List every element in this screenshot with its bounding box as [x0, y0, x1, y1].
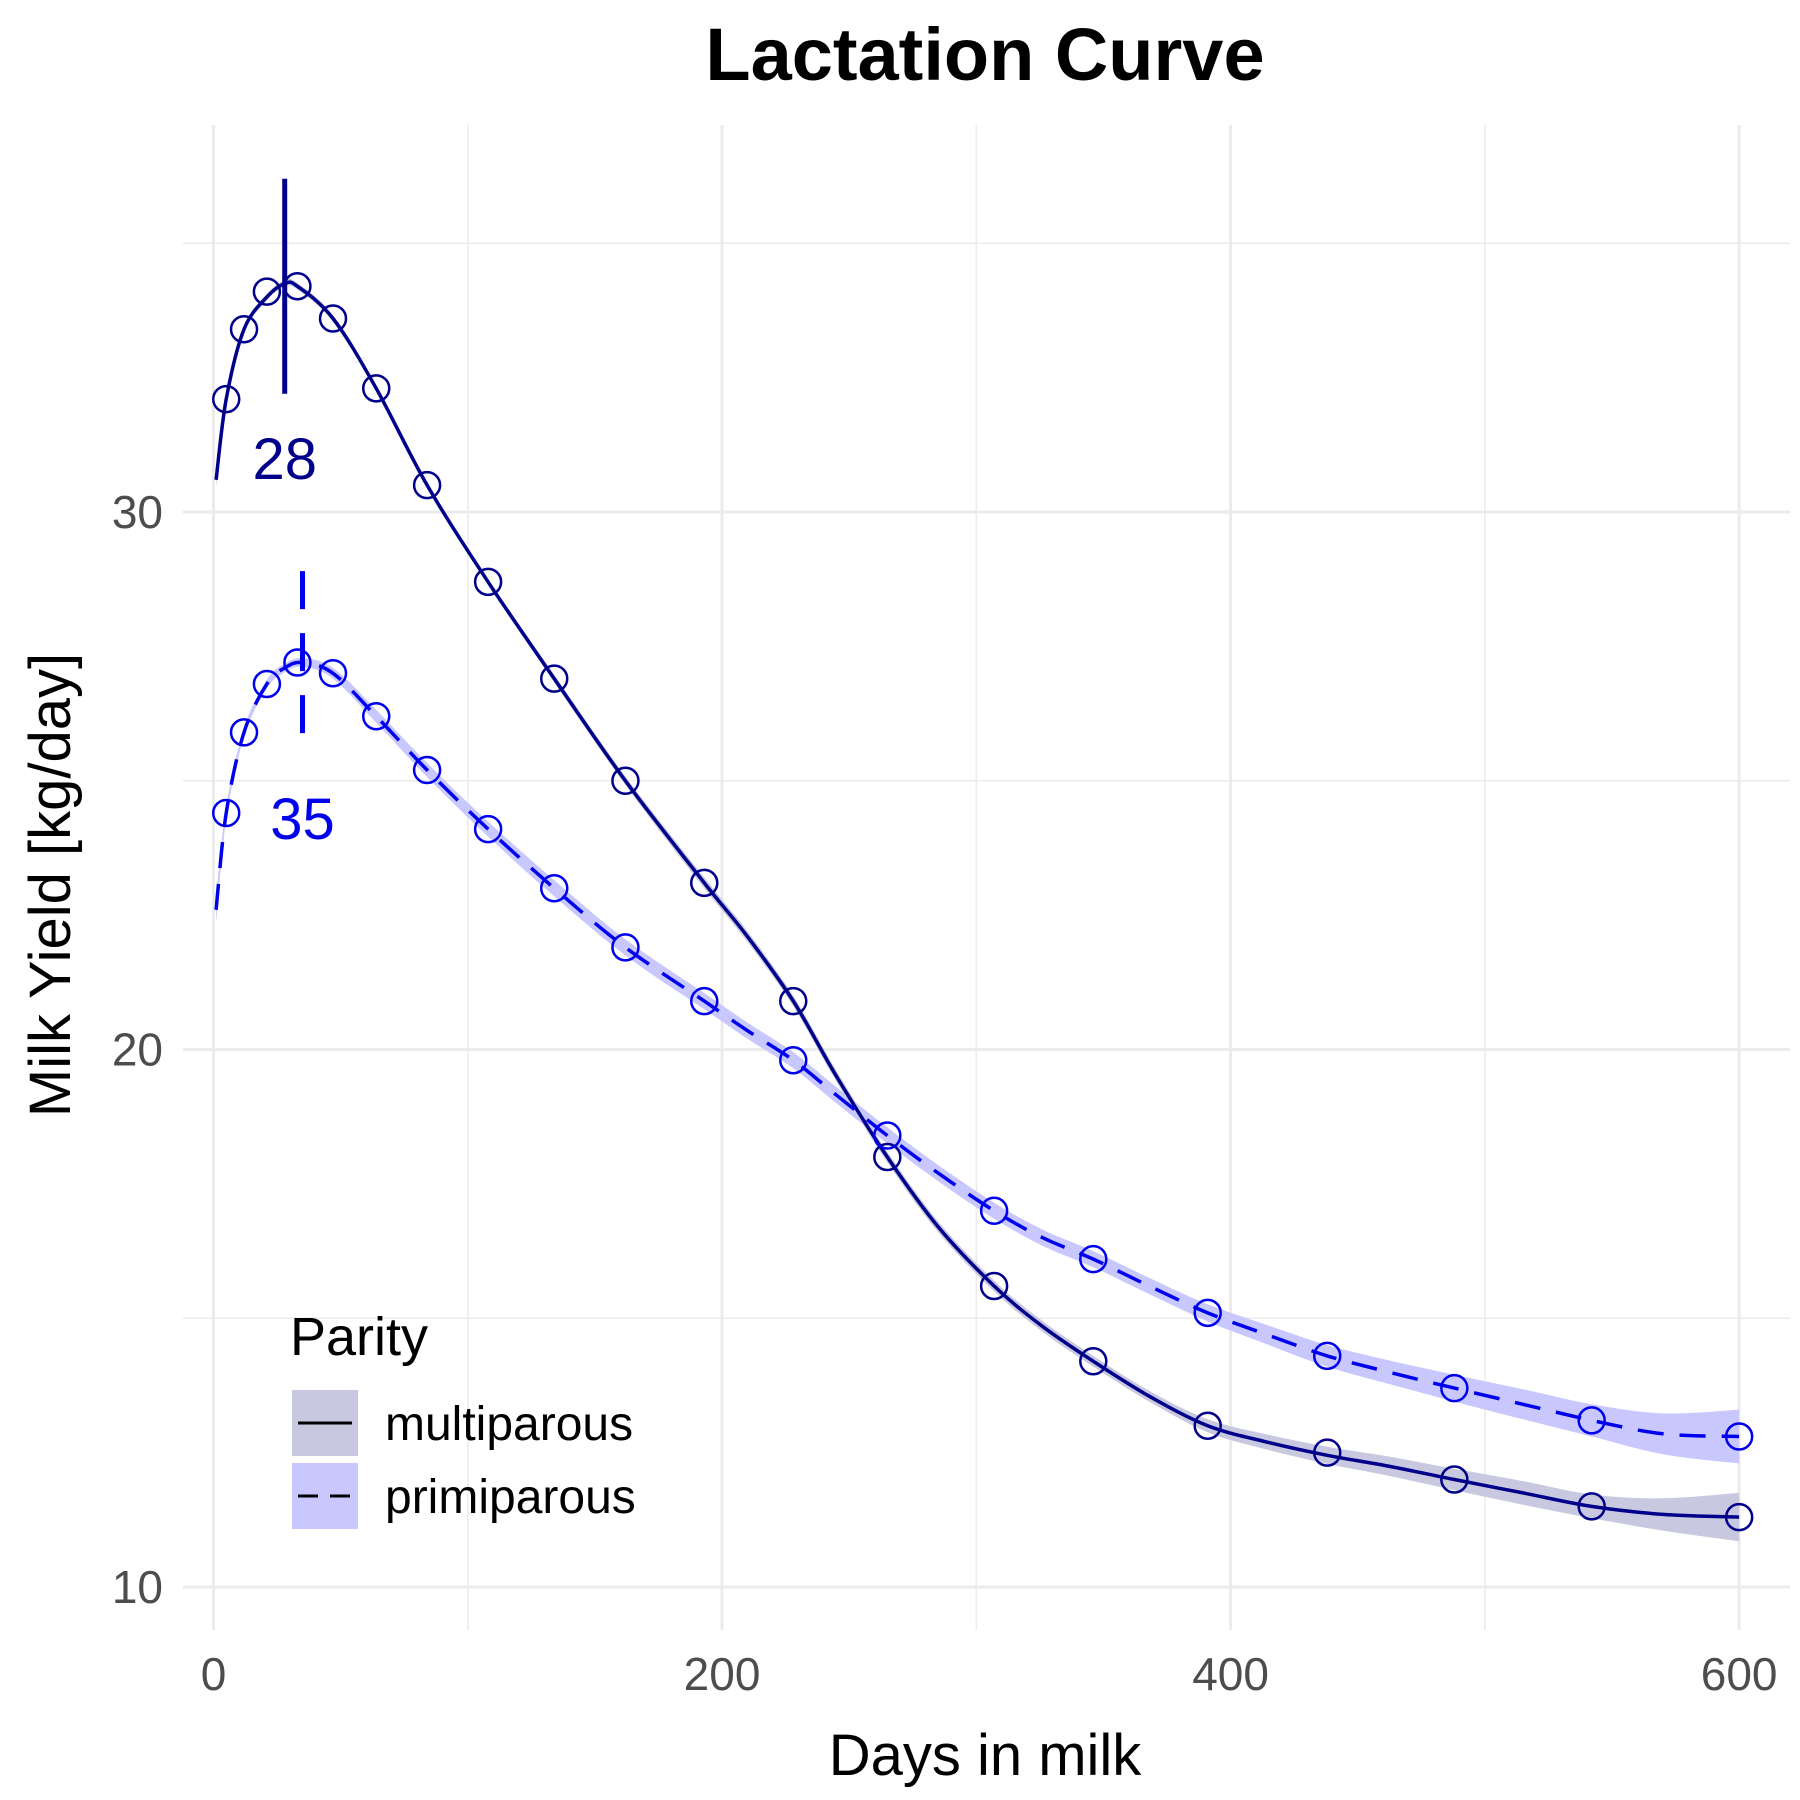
primiparous-data-point	[1440, 1373, 1469, 1403]
multiparous-data-point	[1440, 1465, 1469, 1494]
grid	[183, 125, 1790, 1630]
multiparous-data-point	[979, 1271, 1009, 1301]
multiparous-data-point	[611, 766, 640, 795]
y-tick-label: 10	[112, 1561, 163, 1613]
multiparous-confidence-band	[216, 278, 1740, 1542]
x-tick-label: 400	[1192, 1648, 1269, 1700]
primiparous-data-point	[211, 798, 241, 828]
multiparous-data-point	[252, 277, 282, 306]
primiparous-data-point	[779, 1046, 808, 1075]
chart-title: Lactation Curve	[705, 13, 1264, 96]
multiparous-data-point	[361, 374, 391, 403]
multiparous-data-point	[779, 986, 808, 1016]
confidence-bands	[216, 278, 1740, 1542]
primiparous-data-point	[361, 702, 391, 731]
primiparous-data-point	[252, 669, 282, 699]
multiparous-data-point	[1724, 1502, 1754, 1532]
y-tick-label: 20	[112, 1024, 163, 1076]
x-tick-label: 600	[1701, 1648, 1778, 1700]
primiparous-data-point	[873, 1121, 902, 1150]
primiparous-data-point	[1079, 1244, 1108, 1274]
primiparous-data-point	[611, 933, 640, 962]
primiparous-data-point	[1193, 1298, 1222, 1328]
multiparous-data-point	[229, 315, 259, 344]
primiparous-peak-label: 35	[270, 787, 335, 852]
primiparous-data-point	[229, 718, 259, 747]
multiparous-data-point	[539, 664, 569, 693]
multiparous-fitted-line	[214, 280, 1740, 1519]
multiparous-data-point	[211, 384, 241, 414]
primiparous-data-point	[1724, 1422, 1754, 1451]
primiparous-data-point	[1312, 1341, 1342, 1371]
data-points	[211, 272, 1754, 1532]
multiparous-data-point	[1577, 1492, 1606, 1521]
primiparous-data-point	[283, 648, 312, 677]
multiparous-peak-label: 28	[252, 427, 317, 492]
x-tick-label: 200	[684, 1648, 761, 1700]
primiparous-data-point	[690, 986, 719, 1016]
y-axis-title: Milk Yield [kg/day]	[18, 653, 83, 1117]
primiparous-data-point	[1577, 1406, 1606, 1435]
fitted-lines	[214, 280, 1740, 1519]
primiparous-data-point	[412, 755, 442, 785]
x-tick-label: 0	[201, 1648, 227, 1700]
legend-title: Parity	[290, 1307, 428, 1367]
primiparous-data-point	[318, 659, 348, 688]
multiparous-data-point	[473, 567, 503, 597]
primiparous-data-point	[539, 874, 569, 903]
multiparous-data-point	[412, 470, 442, 500]
multiparous-data-point	[318, 304, 348, 333]
primiparous-legend-label: primiparous	[385, 1471, 636, 1524]
multiparous-data-point	[1193, 1411, 1222, 1440]
multiparous-data-point	[1312, 1438, 1342, 1467]
y-tick-label: 30	[112, 486, 163, 538]
primiparous-data-point	[473, 814, 503, 844]
x-axis-title: Days in milk	[829, 1723, 1143, 1788]
multiparous-data-point	[1079, 1347, 1108, 1376]
primiparous-data-point	[979, 1196, 1009, 1225]
axis-ticks: 0 200 400 600 10 20 30	[112, 486, 1778, 1700]
multiparous-legend-label: multiparous	[385, 1398, 633, 1451]
peak-markers: 28 35	[252, 178, 335, 852]
primiparous-confidence-band	[216, 658, 1740, 1464]
multiparous-data-point	[873, 1142, 902, 1172]
legend: Parity multiparous primiparous	[290, 1307, 636, 1529]
multiparous-data-point	[690, 868, 719, 898]
